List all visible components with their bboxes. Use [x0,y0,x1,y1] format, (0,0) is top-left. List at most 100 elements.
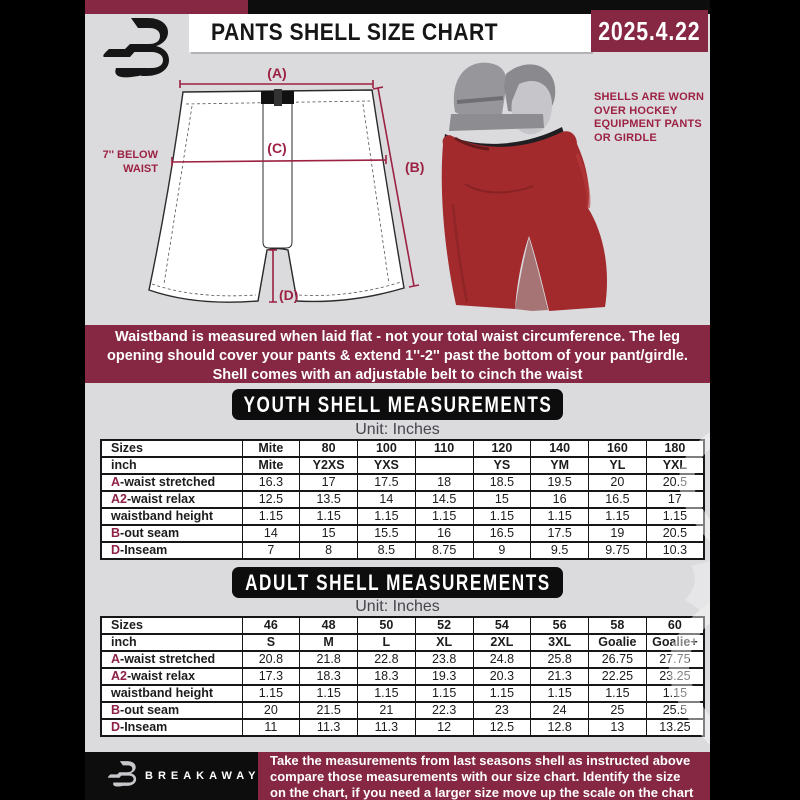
row-label: B-out seam [100,524,243,543]
table-cell: 13.5 [299,490,358,509]
table-cell: Goalie+ [645,633,705,652]
table-cell: 60 [645,616,705,635]
row-label: A-waist stretched [100,473,243,492]
table-cell: 20.3 [472,667,532,686]
table-row: B-out seam 20 21.5 21 22.3 23 24 25 25.5 [100,701,705,720]
youth-heading-text: YOUTH SHELL MEASUREMENTS [243,391,552,417]
table-row: B-out seam 14 15 15.5 16 16.5 17.5 19 20.5 [100,524,705,543]
table-cell: 54 [472,616,532,635]
table-cell: 9 [472,541,532,560]
table-cell: YL [588,456,647,475]
table-cell: 16.5 [472,524,532,543]
table-cell: 17 [299,473,358,492]
table-cell: 8.75 [414,541,474,560]
page-title: PANTS SHELL SIZE CHART [189,14,591,52]
table-cell: 21.5 [299,701,358,720]
table-cell: 56 [530,616,589,635]
table-cell: 3XL [530,633,589,652]
shell-measurement-diagram: (A) (B) (C) (D) 7'' BELOW WAIST [103,62,608,311]
table-cell: 1.15 [645,507,705,526]
table-cell: 18.5 [472,473,532,492]
table-cell: 2XL [472,633,532,652]
row-label-prefix: A [111,652,121,666]
notice-line: opening should cover your pants & extend… [107,348,688,364]
table-cell: 22.3 [414,701,474,720]
table-row: inch Mite Y2XS YXS YS YM YL YXL [100,456,705,475]
date-text: 2025.4.22 [598,15,701,46]
table-cell: 17 [645,490,705,509]
table-cell: 23 [472,701,532,720]
table-cell: 14 [241,524,301,543]
table-cell: 1.15 [588,507,647,526]
table-cell: 21.3 [530,667,589,686]
table-cell: 13.25 [645,718,705,737]
table-cell: 25 [588,701,647,720]
table-cell [414,456,474,475]
table-cell: 25.8 [530,650,589,669]
table-cell: 19.5 [530,473,589,492]
table-cell: 46 [241,616,301,635]
youth-size-table: Sizes Mite 80 100 110 120 140 160 180 inch Mite Y2X… [100,439,705,560]
youth-unit-label: Unit: Inches [355,421,440,438]
shorts-outline [148,89,405,303]
row-label: A-waist stretched [100,650,243,669]
table-row: A2-waist relax 17.3 18.3 18.3 19.3 20.3 21.3 22… [100,667,705,686]
table-cell: 16 [414,524,474,543]
footer-instructions: Take the measurements from last seasons … [258,752,710,800]
table-cell: 24.8 [472,650,532,669]
table-cell: 12.8 [530,718,589,737]
table-cell: 26.75 [588,650,647,669]
table-cell: 52 [414,616,474,635]
table-cell: 19 [588,524,647,543]
table-cell: 17.5 [530,524,589,543]
table-cell: 18.3 [357,667,416,686]
table-cell: 15.5 [357,524,416,543]
table-cell: M [299,633,358,652]
table-row: A-waist stretched 16.3 17 17.5 18 18.5 19.5 20 2… [100,473,705,492]
table-cell: 15 [299,524,358,543]
row-label: inch [100,456,243,475]
belt-buckle-tab [274,89,282,106]
table-row: A-waist stretched 20.8 21.8 22.8 23.8 24.8 25.… [100,650,705,669]
table-cell: 18.3 [299,667,358,686]
table-cell: 12.5 [472,718,532,737]
table-cell: 22.8 [357,650,416,669]
table-cell: 8.5 [357,541,416,560]
shorts-seams [151,100,402,302]
table-row: Sizes 46 48 50 52 54 56 58 60 [100,616,705,635]
table-cell: 58 [588,616,647,635]
label-d: (D) [279,287,298,303]
row-label-prefix: D [111,720,121,734]
row-label: waistband height [100,507,243,526]
footer-line: Take the measurements from last seasons … [270,753,691,768]
table-cell: 17.5 [357,473,416,492]
table-cell: 1.15 [414,507,474,526]
table-cell: 80 [299,439,358,458]
table-cell: 11.3 [357,718,416,737]
table-cell: 27.75 [645,650,705,669]
table-cell: Y2XS [299,456,358,475]
table-cell: 10.3 [645,541,705,560]
table-cell: YS [472,456,532,475]
table-cell: 180 [645,439,705,458]
table-cell: 9.75 [588,541,647,560]
table-cell: 16.5 [588,490,647,509]
breakaway-footer-logo-icon [107,760,137,792]
table-cell: 12.5 [241,490,301,509]
table-cell: 24 [530,701,589,720]
table-cell: 20 [241,701,301,720]
table-cell: 18 [414,473,474,492]
hockey-shell-photo [441,62,608,311]
table-cell: 1.15 [299,684,358,703]
below-waist-label-1: 7'' BELOW [103,149,159,161]
table-cell: 120 [472,439,532,458]
row-label-prefix: A [111,475,121,489]
row-label: waistband height [100,684,243,703]
table-cell: 25.5 [645,701,705,720]
row-label-prefix: A2 [111,492,127,506]
row-label: A2-waist relax [100,490,243,509]
table-cell: 11.3 [299,718,358,737]
footer-brand-block: BREAKAWAY [85,752,258,800]
measurement-lines [171,80,420,303]
table-cell: 23.8 [414,650,474,669]
